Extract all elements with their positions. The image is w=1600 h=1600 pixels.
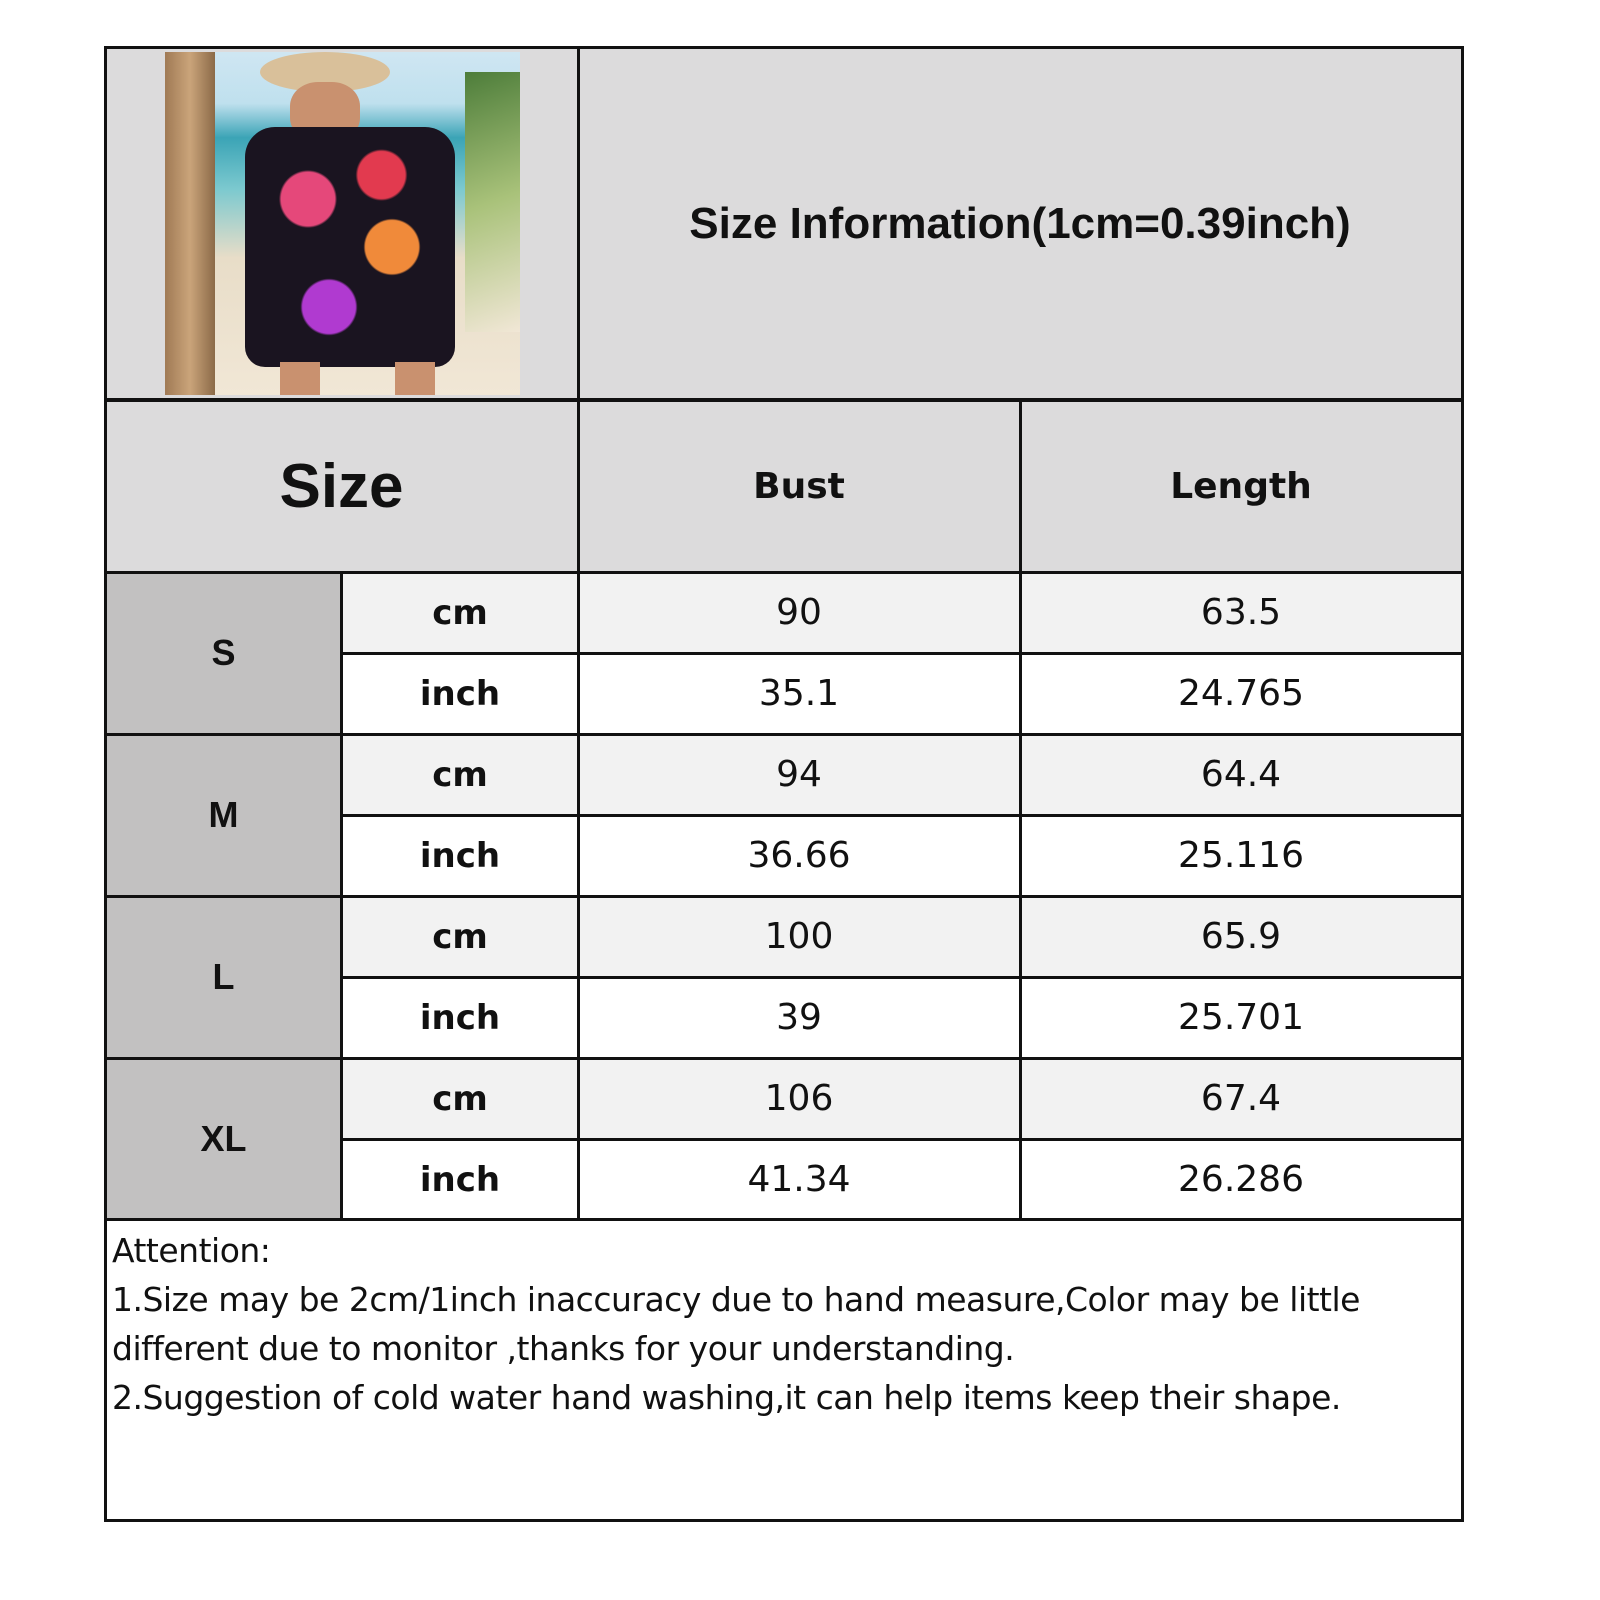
length-value: 24.765 [1020,653,1462,734]
grid-line [577,46,580,1221]
grid-line [342,976,1462,979]
bust-value: 100 [578,896,1020,977]
unit-cm: cm [342,572,578,653]
unit-inch: inch [342,815,578,896]
bust-value: 39 [578,977,1020,1058]
note-2: 2.Suggestion of cold water hand washing,… [112,1378,1341,1417]
product-photo [165,52,520,395]
size-info-title: Size Information(1cm=0.39inch) [578,47,1462,400]
grid-line [105,733,1463,736]
grid-line [105,571,1463,574]
bust-value: 41.34 [578,1139,1020,1220]
unit-cm: cm [342,896,578,977]
grid-line [105,1519,1463,1522]
length-value: 64.4 [1020,734,1462,815]
size-label-s: S [105,572,342,734]
grid-line [104,46,107,1522]
bust-value: 94 [578,734,1020,815]
grid-line [1019,398,1022,1221]
unit-cm: cm [342,734,578,815]
size-label-xl: XL [105,1058,342,1220]
length-value: 25.116 [1020,815,1462,896]
bust-value: 36.66 [578,815,1020,896]
grid-line [105,1057,1463,1060]
length-value: 63.5 [1020,572,1462,653]
size-label-m: M [105,734,342,896]
notes-heading: Attention: [112,1231,271,1270]
length-value: 26.286 [1020,1139,1462,1220]
length-value: 67.4 [1020,1058,1462,1139]
length-header: Length [1020,400,1462,572]
grid-line [342,652,1462,655]
attention-notes: Attention: 1.Size may be 2cm/1inch inacc… [112,1226,1452,1422]
size-header: Size [105,400,578,572]
bust-header: Bust [578,400,1020,572]
note-1: 1.Size may be 2cm/1inch inaccuracy due t… [112,1280,1360,1368]
grid-line [105,46,1463,49]
unit-inch: inch [342,1139,578,1220]
grid-line [342,814,1462,817]
bust-value: 35.1 [578,653,1020,734]
length-value: 65.9 [1020,896,1462,977]
grid-line [105,895,1463,898]
unit-cm: cm [342,1058,578,1139]
grid-line [342,1138,1462,1141]
size-label-l: L [105,896,342,1058]
unit-inch: inch [342,653,578,734]
bust-value: 106 [578,1058,1020,1139]
grid-line [105,398,1463,402]
unit-inch: inch [342,977,578,1058]
grid-line [1461,46,1464,1522]
bust-value: 90 [578,572,1020,653]
length-value: 25.701 [1020,977,1462,1058]
grid-line [105,1218,1463,1221]
notes-cell [105,1220,1462,1520]
